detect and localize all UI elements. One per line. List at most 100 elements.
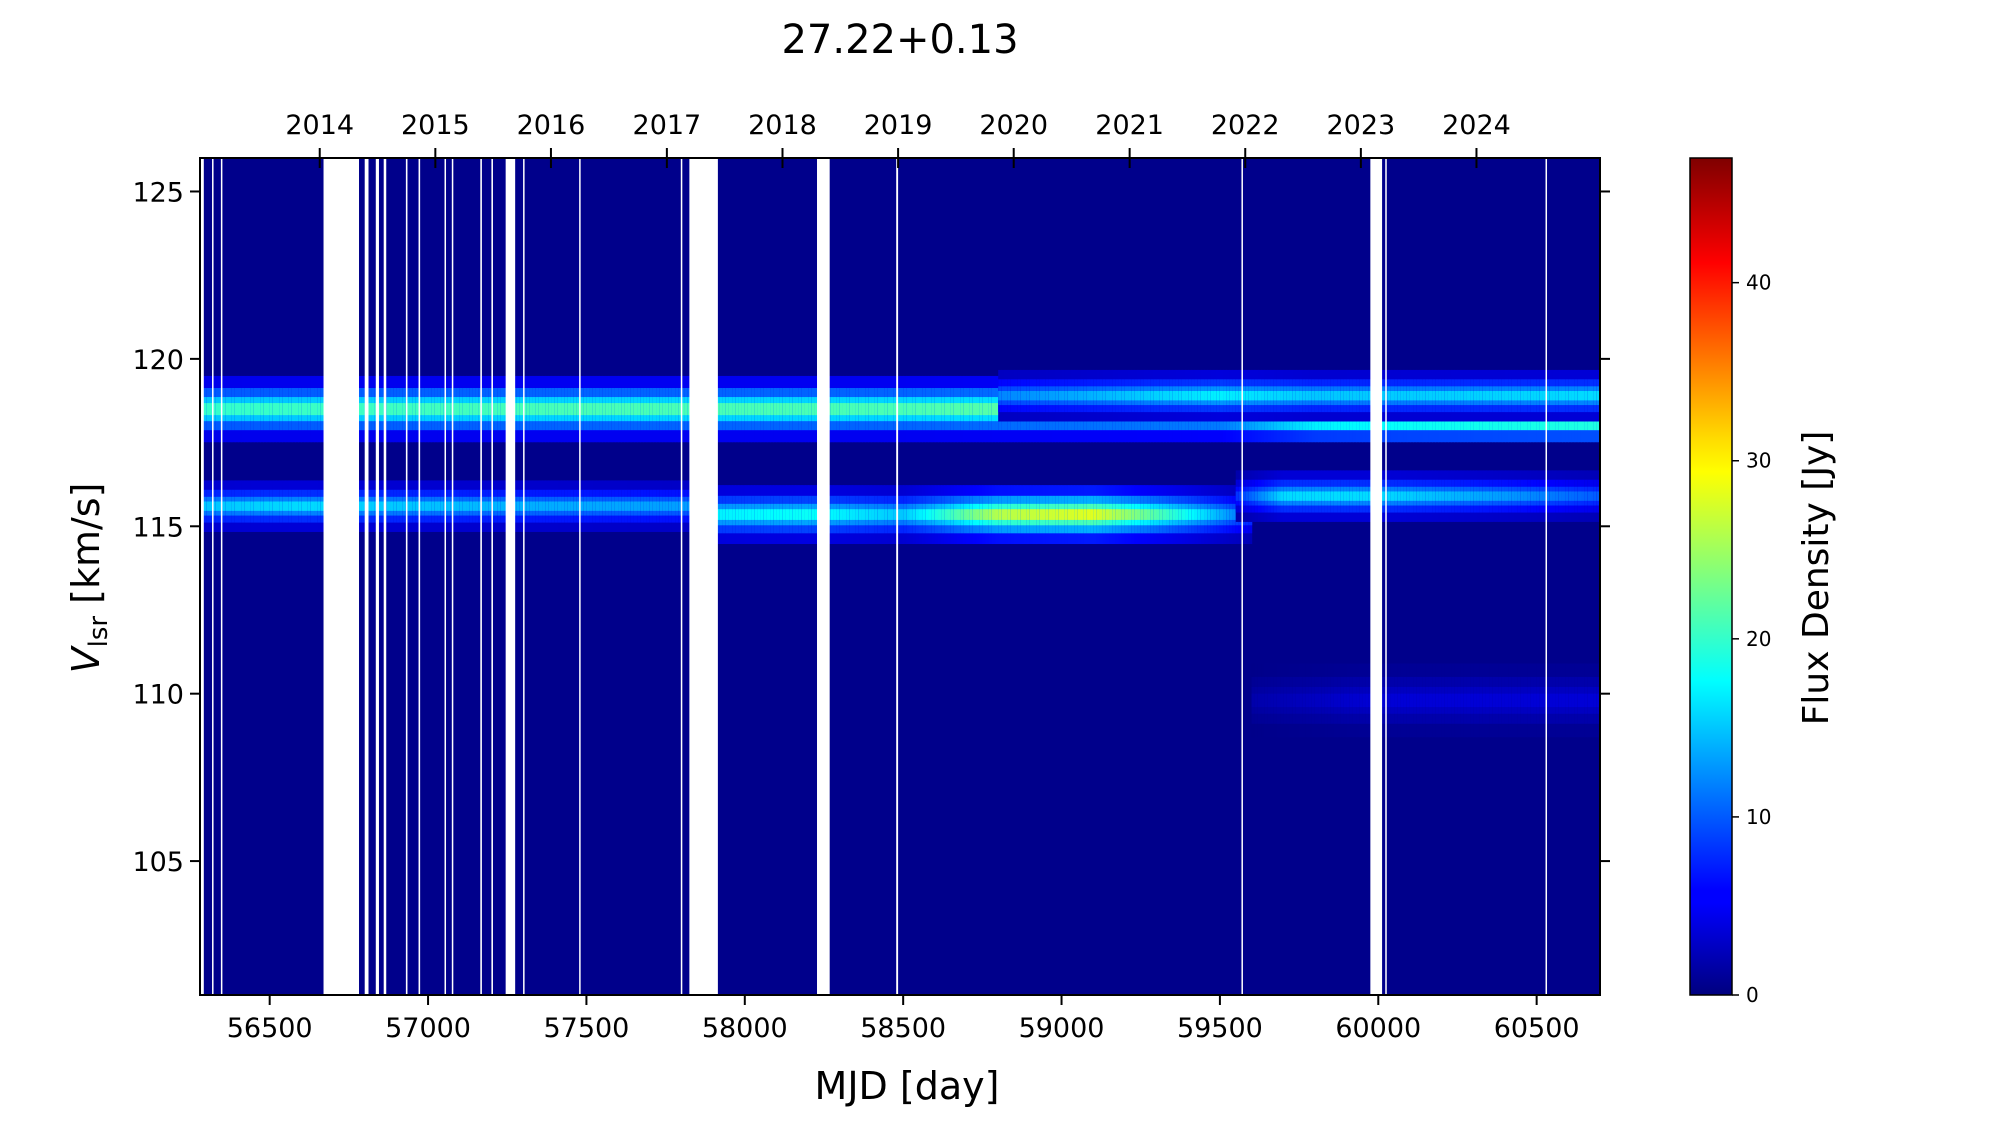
emission-cell [1542, 693, 1547, 708]
emission-cell [1381, 391, 1386, 401]
emission-cell [944, 403, 949, 416]
emission-cell [272, 501, 277, 511]
emission-cell [1327, 693, 1332, 708]
colorbar-tick-label: 20 [1746, 627, 1771, 651]
emission-cell [792, 509, 797, 520]
emission-cell [915, 403, 920, 416]
emission-cell [421, 501, 426, 511]
emission-cell [418, 403, 423, 416]
emission-cell [852, 403, 857, 416]
emission-cell [1482, 693, 1487, 708]
emission-cell [222, 501, 226, 511]
emission-cell [922, 403, 926, 416]
emission-cell [1482, 391, 1487, 401]
emission-cell [1390, 491, 1395, 501]
emission-cell [741, 509, 746, 520]
emission-cell [1451, 491, 1455, 501]
emission-cell [754, 403, 759, 416]
emission-cell [567, 403, 572, 416]
emission-cell [1140, 391, 1145, 401]
emission-cell [861, 509, 866, 520]
emission-cell [472, 501, 477, 511]
emission-cell [1194, 391, 1199, 401]
emission-cell [1542, 391, 1547, 401]
emission-cell [1318, 391, 1322, 401]
emission-cell [795, 403, 800, 416]
emission-cell [1422, 491, 1427, 501]
emission-cell [257, 501, 261, 511]
emission-cell [1561, 391, 1566, 401]
emission-cell [234, 501, 239, 511]
emission-cell [586, 403, 591, 416]
emission-cell [1166, 391, 1170, 401]
emission-cell [371, 501, 375, 511]
emission-cell [538, 403, 543, 416]
emission-cell [576, 501, 581, 511]
emission-cell [301, 403, 306, 416]
emission-cell [801, 403, 806, 416]
emission-cell [1020, 391, 1025, 401]
emission-cell [662, 501, 667, 511]
emission-cell [380, 403, 385, 416]
emission-cell [491, 501, 496, 511]
emission-cell [732, 403, 736, 416]
emission-cell [358, 501, 363, 511]
emission-cell [728, 403, 733, 416]
emission-cell [1004, 391, 1009, 401]
emission-cell [1501, 693, 1506, 708]
emission-cell [1216, 509, 1221, 520]
emission-cell [1441, 693, 1446, 708]
emission-cell [564, 501, 569, 511]
emission-cell [1064, 509, 1069, 520]
emission-cell [1232, 391, 1237, 401]
emission-cell [434, 403, 439, 416]
data-gap [505, 158, 516, 995]
emission-cell [881, 509, 885, 520]
emission-cell [1283, 693, 1288, 708]
emission-cell [763, 403, 768, 416]
emission-cell [288, 403, 293, 416]
emission-cell [896, 403, 901, 416]
emission-cell [1055, 391, 1059, 401]
emission-cell [1508, 391, 1512, 401]
emission-cell [833, 509, 838, 520]
emission-cell [808, 403, 812, 416]
emission-cell [868, 509, 873, 520]
emission-cell [1197, 391, 1202, 401]
emission-cell [991, 509, 996, 520]
emission-cell [741, 403, 746, 416]
emission-cell [1558, 491, 1563, 501]
emission-cell [1552, 693, 1557, 708]
emission-cell [1204, 391, 1208, 401]
emission-cell [212, 403, 217, 416]
emission-cell [1416, 491, 1421, 501]
y-tick-label: 110 [132, 680, 184, 711]
emission-cell [1447, 491, 1452, 501]
maser-emission-layer [203, 369, 1600, 738]
emission-cell [1137, 509, 1142, 520]
data-gap [451, 158, 454, 995]
emission-cell [1489, 491, 1493, 501]
emission-cell [1219, 391, 1224, 401]
emission-cell [1416, 391, 1421, 401]
emission-cell [621, 501, 626, 511]
emission-cell [519, 403, 524, 416]
emission-cell [475, 501, 480, 511]
emission-cell [1438, 693, 1443, 708]
emission-cell [545, 403, 550, 416]
year-tick-label: 2022 [1211, 110, 1280, 141]
emission-cell [1590, 693, 1595, 708]
emission-cell [456, 501, 461, 511]
emission-cell [298, 501, 302, 511]
emission-cell [611, 403, 616, 416]
emission-cell [684, 403, 689, 416]
emission-cell [1280, 693, 1284, 708]
emission-cell [1175, 391, 1180, 401]
emission-cell [1568, 491, 1573, 501]
emission-cell [1324, 693, 1329, 708]
emission-cell [884, 403, 888, 416]
emission-cell [963, 403, 968, 416]
emission-cell [453, 501, 458, 511]
emission-cell [919, 509, 923, 520]
